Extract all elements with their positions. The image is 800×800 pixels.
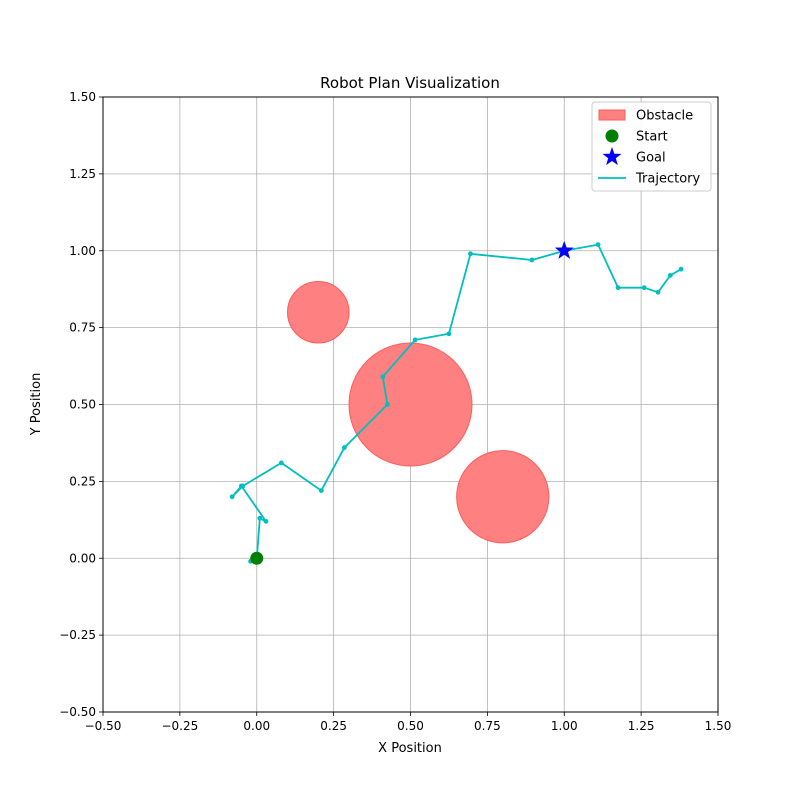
y-tick-label: 0.25 — [69, 474, 96, 488]
y-tick-label: 0.50 — [69, 398, 96, 412]
trajectory-point — [446, 331, 452, 337]
trajectory-point — [412, 337, 418, 343]
markers — [250, 240, 574, 565]
obstacle-circle — [456, 450, 550, 544]
goal-star-icon — [554, 240, 574, 259]
obstacle-circle — [287, 281, 350, 344]
ticks: −0.50 −0.25 0.00 0.25 0.50 0.75 1.00 1.25 1.50 −0… — [59, 90, 731, 733]
legend-label: Goal — [636, 151, 666, 166]
trajectory-point — [318, 488, 324, 493]
trajectory-point — [263, 518, 269, 524]
y-tick-label: 1.50 — [69, 90, 96, 104]
chart-title: Robot Plan Visualization — [320, 74, 500, 92]
trajectory-point — [641, 285, 647, 291]
legend-goal-star-icon — [602, 147, 622, 166]
trajectory-point — [257, 515, 263, 521]
x-tick-label: 0.00 — [243, 719, 270, 733]
trajectory-point — [655, 289, 661, 295]
y-tick-label: 0.00 — [69, 551, 96, 565]
y-tick-label: −0.25 — [59, 628, 96, 642]
obstacles — [287, 281, 550, 544]
legend-label: Trajectory — [635, 172, 700, 187]
x-tick-label: −0.25 — [161, 719, 198, 733]
y-tick-label: 1.00 — [69, 244, 96, 258]
legend-label: Start — [636, 130, 668, 145]
trajectory-point — [667, 272, 673, 278]
trajectory-point — [341, 445, 347, 450]
trajectory-point — [380, 374, 386, 380]
y-axis-label: Y Position — [29, 373, 44, 437]
x-tick-label: −0.50 — [85, 719, 122, 733]
trajectory-point — [385, 402, 390, 407]
obstacle-circle — [348, 342, 473, 467]
y-tick-label: −0.50 — [59, 705, 96, 719]
trajectory-point — [678, 266, 684, 272]
legend: Obstacle Start Goal Trajectory — [591, 101, 712, 192]
x-tick-label: 1.00 — [551, 719, 578, 733]
start-marker — [250, 551, 264, 565]
trajectory-point — [615, 285, 621, 291]
trajectory-point — [278, 460, 284, 466]
trajectory-point — [595, 242, 601, 248]
x-axis-label: X Position — [378, 741, 442, 756]
legend-obstacle-swatch — [598, 109, 626, 121]
trajectory-point — [468, 251, 473, 257]
legend-start-swatch — [605, 129, 619, 143]
x-tick-label: 0.50 — [397, 719, 424, 733]
x-tick-label: 0.25 — [320, 719, 347, 733]
trajectory-point — [240, 483, 246, 489]
x-tick-label: 1.25 — [628, 719, 655, 733]
y-tick-label: 1.25 — [69, 167, 96, 181]
x-tick-label: 1.50 — [705, 719, 732, 733]
trajectory-point — [529, 257, 535, 263]
x-tick-label: 0.75 — [474, 719, 501, 733]
legend-label: Obstacle — [636, 109, 693, 124]
legend-box — [591, 101, 712, 192]
y-tick-label: 0.75 — [69, 321, 96, 335]
trajectory-point — [229, 494, 235, 500]
